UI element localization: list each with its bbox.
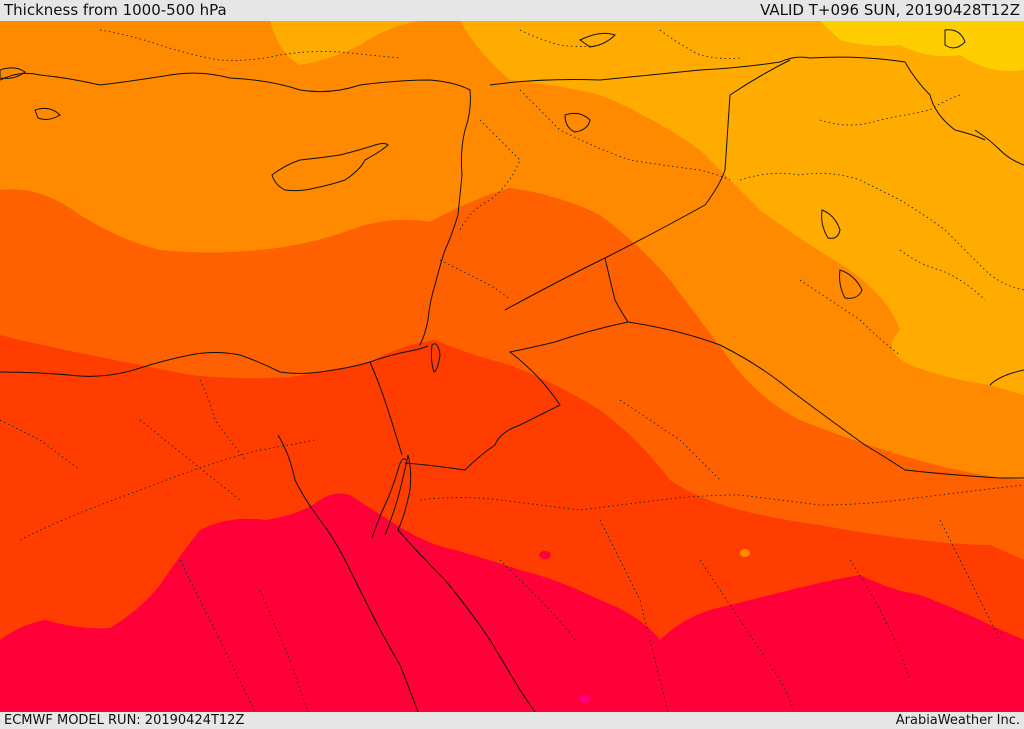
- valid-time: VALID T+096 SUN, 20190428T12Z: [760, 1, 1020, 19]
- band-magenta: [580, 695, 590, 703]
- band-crimson: [0, 493, 1024, 712]
- credit: ArabiaWeather Inc.: [895, 713, 1020, 728]
- band-yellow: [820, 21, 1024, 71]
- map-footer: ECMWF MODEL RUN: 20190424T12Z ArabiaWeat…: [0, 712, 1024, 729]
- map-title: Thickness from 1000-500 hPa: [4, 1, 227, 19]
- borders: [369, 56, 1024, 479]
- thickness-map[interactable]: [0, 21, 1024, 712]
- map-header: Thickness from 1000-500 hPa VALID T+096 …: [0, 0, 1024, 21]
- model-run: ECMWF MODEL RUN: 20190424T12Z: [4, 713, 245, 728]
- coastlines: [0, 29, 1024, 712]
- province-boundaries: [0, 29, 1024, 712]
